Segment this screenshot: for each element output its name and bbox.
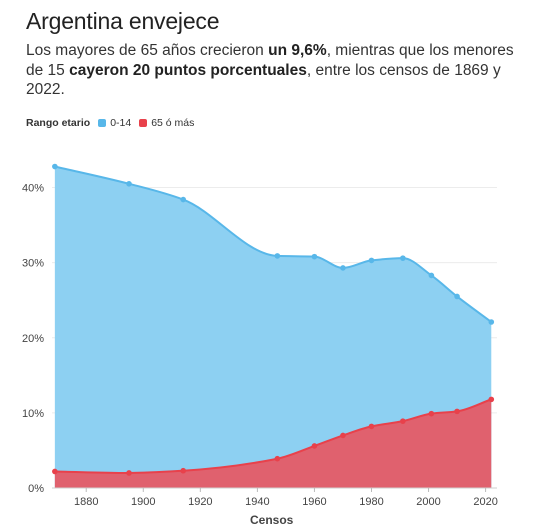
point-0-14-1991[interactable]: [400, 255, 406, 261]
point-0-14-1947[interactable]: [274, 253, 281, 259]
point-65-mas-1895[interactable]: [126, 470, 132, 476]
line-0-14: [54, 165, 492, 323]
x-axis-title: Censos: [250, 513, 294, 527]
point-65-mas-2010[interactable]: [454, 408, 460, 415]
x-tick-label: 2020: [473, 496, 497, 508]
x-tick-label: 1920: [188, 496, 212, 508]
legend-swatch-0-14: [98, 119, 107, 127]
point-65-mas-1980[interactable]: [368, 423, 375, 430]
legend: Rango etario 0-14 65 ó más: [26, 117, 202, 129]
subtitle-part-1: un 9,6%: [268, 42, 327, 59]
subtitle-part-4: , entre los censos de 1869 y 2022.: [26, 61, 501, 99]
point-65-mas-1914[interactable]: [180, 467, 187, 474]
legend-title: Rango etario: [26, 117, 91, 129]
y-tick-label: 30%: [22, 258, 44, 270]
x-tick-label: 1940: [245, 496, 269, 508]
point-65-mas-1970[interactable]: [340, 432, 346, 439]
legend-item-0-14[interactable]: 0-14: [98, 117, 131, 129]
point-65-mas-1991[interactable]: [400, 418, 406, 424]
area-65-mas: [54, 399, 492, 488]
point-65-mas-2022[interactable]: [488, 396, 495, 403]
x-tick-label: 1880: [74, 496, 98, 508]
area-0-14: [54, 166, 492, 488]
chart-subtitle: Los mayores de 65 años crecieron un 9,6%…: [26, 41, 531, 100]
legend-label-65-mas: 65 ó más: [151, 117, 195, 129]
subtitle-part-3: cayeron 20 puntos porcentuales: [69, 61, 307, 79]
x-tick-label: 1980: [359, 496, 383, 508]
point-0-14-1869[interactable]: [52, 163, 58, 170]
legend-swatch-65-mas: [139, 119, 148, 127]
point-0-14-1970[interactable]: [340, 265, 346, 271]
point-65-mas-1947[interactable]: [274, 455, 281, 462]
subtitle-part-0: Los mayores de 65 años crecieron: [26, 42, 269, 59]
point-0-14-2010[interactable]: [454, 293, 460, 300]
y-tick-label: 0%: [28, 483, 44, 495]
series-points: [52, 163, 495, 476]
y-tick-label: 20%: [22, 333, 44, 345]
point-0-14-1960[interactable]: [311, 253, 318, 260]
chart-title: Argentina envejece: [26, 8, 220, 34]
x-tick-label: 2000: [416, 496, 440, 508]
y-tick-label: 40%: [22, 183, 44, 195]
x-tick-label: 1960: [302, 496, 326, 508]
point-0-14-1980[interactable]: [368, 257, 375, 264]
point-0-14-1895[interactable]: [126, 181, 132, 187]
point-0-14-2001[interactable]: [428, 272, 435, 279]
point-65-mas-1869[interactable]: [52, 468, 58, 475]
subtitle-part-2: , mientras que los menores de 15: [26, 42, 514, 79]
y-axis: 0% 10% 20% 30% 40%: [22, 183, 44, 495]
x-axis: 1880 1900 1920 1940 1960 1980 2000 2020: [52, 487, 498, 508]
point-65-mas-1960[interactable]: [311, 443, 318, 449]
series-areas: [54, 166, 492, 488]
y-tick-label: 10%: [22, 408, 44, 420]
point-0-14-1914[interactable]: [180, 196, 187, 203]
legend-label-0-14: 0-14: [110, 117, 132, 129]
legend-item-65-mas[interactable]: 65 ó más: [139, 117, 194, 129]
point-0-14-2022[interactable]: [488, 319, 495, 325]
x-tick-label: 1900: [131, 496, 155, 508]
point-65-mas-2001[interactable]: [428, 410, 435, 417]
